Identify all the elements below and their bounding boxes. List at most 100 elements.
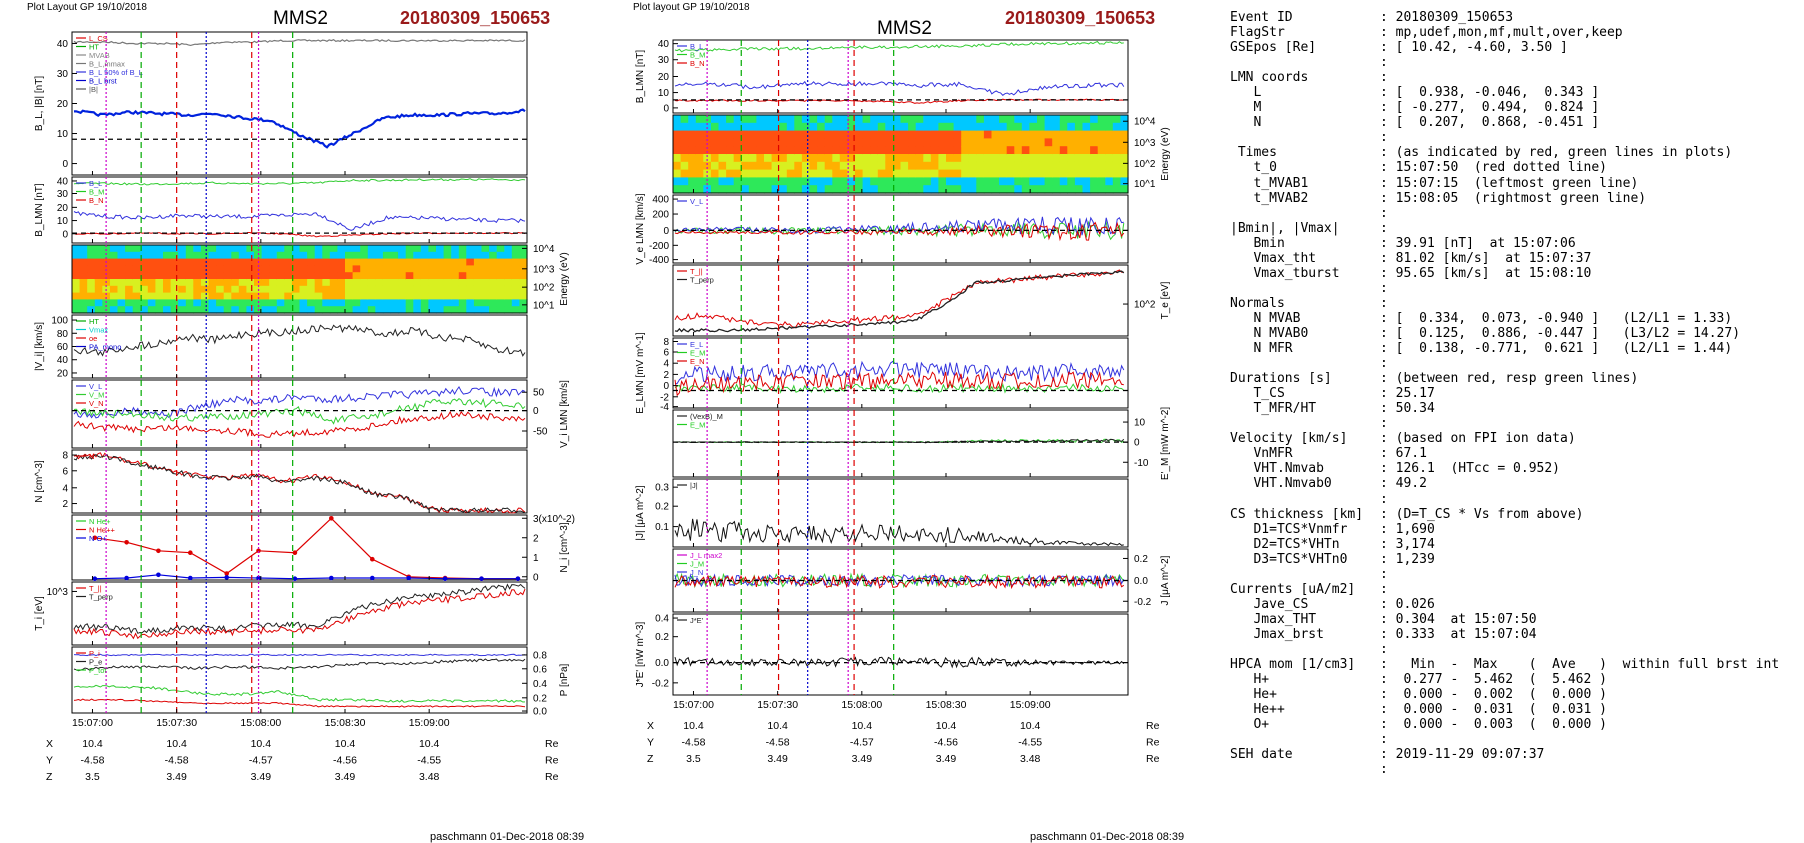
summary-value: : <box>1380 220 1388 236</box>
middle-spectrogram-cell <box>908 122 917 132</box>
middle-spectrogram-cell <box>741 154 750 163</box>
left-data-point <box>370 556 375 562</box>
middle-spectrogram-cell <box>923 177 932 186</box>
middle-spectrogram-cell <box>915 130 924 139</box>
left-spectrogram-cell <box>428 245 437 253</box>
middle-spectrogram-cell <box>1067 169 1076 178</box>
left-spectrogram-cell <box>72 299 81 307</box>
middle-spectrogram-cell <box>771 154 780 163</box>
middle-spectrogram-cell <box>688 122 697 132</box>
left-spectrogram-cell <box>352 245 361 253</box>
summary-key: FlagStr <box>1230 25 1285 41</box>
left-spectrogram-cell <box>489 306 498 314</box>
left-spectrogram-cell <box>504 279 513 287</box>
left-position-unit: Re <box>545 771 559 783</box>
middle-spectrogram-cell <box>991 185 1000 194</box>
middle-spectrogram-cell <box>1112 185 1121 194</box>
left-spectrogram-cell <box>443 292 452 300</box>
middle-spectrogram-cell <box>1052 169 1061 178</box>
left-spectrogram-cell <box>223 251 232 260</box>
middle-spectrogram-cell <box>976 115 985 124</box>
summary-line: : <box>1230 416 1800 431</box>
left-spectrogram-cell <box>223 306 232 314</box>
left-spectrogram-cell <box>473 292 483 300</box>
middle-spectrogram-cell <box>961 146 970 155</box>
middle-spectrogram-cell <box>1059 146 1068 155</box>
middle-spectrogram-cell <box>741 185 750 194</box>
left-spectrogram-cell <box>94 258 103 266</box>
middle-spectrogram-cell <box>839 169 848 178</box>
middle-spectrogram-cell <box>999 122 1008 132</box>
summary-key: O+ <box>1230 717 1270 733</box>
left-spectrogram-cell <box>132 251 141 260</box>
middle-spectrogram-cell <box>900 161 909 171</box>
summary-value: : Min - Max ( Ave ) within full brst int <box>1380 657 1780 673</box>
middle-spectrogram-cell <box>1105 169 1114 178</box>
middle-spectrogram-cell <box>915 138 924 147</box>
middle-spectrogram-cell <box>680 169 689 178</box>
middle-spectrogram-cell <box>733 169 742 178</box>
middle-spectrogram-cell <box>832 130 841 139</box>
middle-spectrogram-cell <box>1067 185 1076 194</box>
middle-spectrogram-cell <box>946 177 955 186</box>
middle-spectrogram-cell <box>900 146 909 155</box>
summary-key: t_0 <box>1230 160 1277 176</box>
left-spectrogram-cell <box>352 292 361 300</box>
middle-spectrogram-cell <box>930 122 939 132</box>
summary-value: : 81.02 [km/s] at 15:07:37 <box>1380 250 1592 266</box>
left-y-axis-label: N_i [cm^-3] <box>559 522 570 572</box>
left-spectrogram-cell <box>443 272 452 280</box>
summary-value: : [ 10.42, -4.60, 3.50 ] <box>1380 40 1568 56</box>
middle-y-tick-label: -400 <box>649 255 669 266</box>
left-spectrogram-cell <box>140 265 149 273</box>
middle-spectrogram-cell <box>1029 115 1038 124</box>
left-y-tick-label: 30 <box>57 69 69 80</box>
summary-value: : <box>1380 581 1388 597</box>
middle-spectrogram-cell <box>1067 154 1076 163</box>
middle-spectrogram-cell <box>877 169 886 178</box>
middle-y-tick-label: -10 <box>1134 458 1149 469</box>
left-data-point <box>188 575 193 581</box>
summary-key: He++ <box>1230 702 1285 718</box>
summary-value: : <box>1380 566 1388 582</box>
left-spectrogram-cell <box>420 285 429 294</box>
middle-spectrogram-cell <box>756 154 765 163</box>
middle-spectrogram-cell <box>771 138 780 147</box>
summary-value: : 39.91 [nT] at 15:07:06 <box>1380 235 1576 251</box>
middle-spectrogram-cell <box>1052 177 1061 186</box>
middle-spectrogram-cell <box>892 130 902 139</box>
middle-spectrogram-cell <box>953 161 962 171</box>
left-spectrogram-cell <box>299 285 308 294</box>
middle-spectrogram-cell <box>764 146 773 155</box>
middle-spectrogram-cell <box>1105 122 1114 132</box>
middle-y-tick-label: 10^1 <box>1134 179 1156 190</box>
summary-value: : [ 0.938, -0.046, 0.343 ] <box>1380 85 1600 101</box>
summary-line: : <box>1230 492 1800 507</box>
left-spectrogram-cell <box>504 245 513 253</box>
middle-spectrogram-cell <box>748 154 757 163</box>
middle-spectrogram-cell <box>779 177 788 186</box>
middle-spectrogram-cell <box>779 138 788 147</box>
middle-spectrogram-cell <box>976 169 985 178</box>
summary-value: : 1,690 <box>1380 521 1435 537</box>
left-spectrogram-cell <box>238 299 247 307</box>
left-spectrogram-cell <box>87 258 96 266</box>
middle-spectrogram-cell <box>1029 161 1038 171</box>
middle-y-tick-label: 10^3 <box>1134 138 1156 149</box>
middle-spectrogram-cell <box>1059 154 1068 163</box>
middle-trace-line <box>674 269 1124 329</box>
middle-spectrogram-cell <box>885 122 894 132</box>
left-position-value: 10.4 <box>166 738 187 750</box>
middle-spectrogram-cell <box>756 161 765 171</box>
summary-key: Vmax_tht <box>1230 250 1317 266</box>
left-spectrogram-cell <box>473 299 483 307</box>
middle-spectrogram-cell <box>1120 169 1129 178</box>
left-spectrogram-cell <box>238 258 247 266</box>
left-spectrogram-cell <box>367 285 376 294</box>
left-spectrogram-cell <box>147 299 156 307</box>
middle-spectrogram-cell <box>779 130 788 139</box>
left-spectrogram-cell <box>155 279 164 287</box>
left-spectrogram-cell <box>163 306 172 314</box>
middle-spectrogram-cell <box>756 130 765 139</box>
left-spectrogram-cell <box>216 285 225 294</box>
